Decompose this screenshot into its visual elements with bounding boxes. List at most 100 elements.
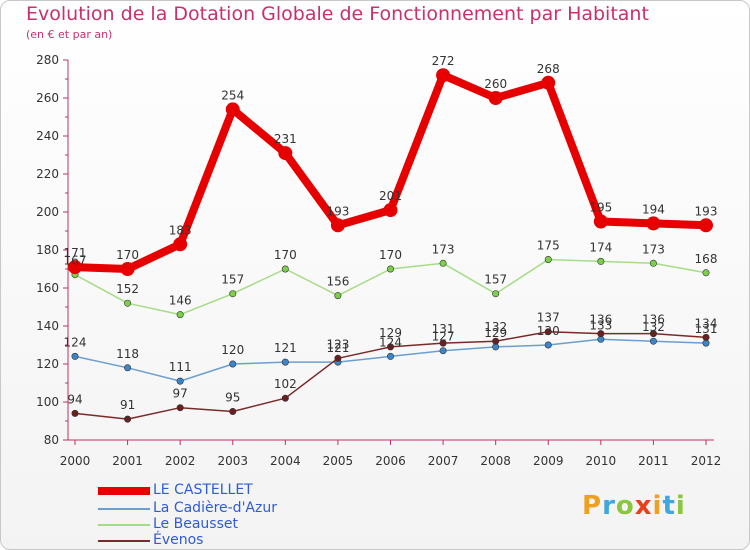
- data-point: [439, 347, 447, 355]
- data-point: [124, 415, 132, 423]
- data-label: 121: [274, 341, 297, 355]
- data-label: 102: [274, 377, 297, 391]
- y-tick-label: 80: [44, 433, 59, 447]
- logo-letter: i: [675, 491, 686, 521]
- data-label: 129: [379, 326, 402, 340]
- data-point: [173, 237, 188, 252]
- data-point: [176, 377, 184, 385]
- data-label: 120: [221, 343, 244, 357]
- data-point: [649, 330, 657, 338]
- x-tick-label: 2012: [691, 454, 722, 468]
- y-tick-label: 140: [36, 319, 59, 333]
- data-point: [176, 404, 184, 412]
- data-point: [334, 292, 342, 300]
- logo-letter: i: [652, 491, 663, 521]
- data-point: [229, 360, 237, 368]
- y-tick-label: 180: [36, 243, 59, 257]
- data-label: 123: [326, 337, 349, 351]
- data-label: 133: [589, 318, 612, 332]
- x-tick-label: 2005: [323, 454, 354, 468]
- legend-swatch: [98, 540, 150, 542]
- data-label: 193: [695, 204, 718, 218]
- data-label: 157: [484, 273, 507, 287]
- data-point: [492, 337, 500, 345]
- legend-swatch: [98, 487, 150, 495]
- data-point: [383, 203, 398, 218]
- data-label: 127: [432, 330, 455, 344]
- data-label: 254: [221, 88, 244, 102]
- legend-label: Le Beausset: [153, 516, 238, 532]
- y-tick-label: 240: [36, 129, 59, 143]
- logo-letter: o: [615, 491, 635, 521]
- x-tick-label: 2001: [112, 454, 143, 468]
- data-label: 124: [64, 335, 87, 349]
- legend-swatch: [98, 508, 150, 510]
- y-tick-label: 160: [36, 281, 59, 295]
- logo-letter: P: [582, 491, 603, 521]
- legend-label: La Cadière-d'Azur: [153, 500, 277, 516]
- x-tick-label: 2007: [428, 454, 459, 468]
- data-label: 129: [484, 326, 507, 340]
- data-label: 131: [695, 322, 718, 336]
- data-label: 173: [432, 242, 455, 256]
- data-label: 167: [64, 254, 87, 268]
- data-label: 183: [169, 223, 192, 237]
- data-point: [439, 339, 447, 347]
- y-tick-label: 200: [36, 205, 59, 219]
- x-tick-label: 2008: [480, 454, 511, 468]
- chart-title: Evolution de la Dotation Globale de Fonc…: [26, 3, 649, 25]
- data-point: [597, 330, 605, 338]
- data-label: 156: [326, 275, 349, 289]
- data-label: 91: [120, 398, 135, 412]
- data-point: [544, 328, 552, 336]
- data-label: 124: [379, 335, 402, 349]
- data-point: [229, 407, 237, 415]
- x-tick-label: 2003: [217, 454, 248, 468]
- x-tick-label: 2000: [60, 454, 91, 468]
- data-label: 175: [537, 239, 560, 253]
- x-tick-label: 2010: [586, 454, 617, 468]
- data-point: [330, 218, 345, 233]
- x-tick-label: 2009: [533, 454, 564, 468]
- data-point: [597, 257, 605, 265]
- data-label: 194: [642, 202, 665, 216]
- data-label: 118: [116, 347, 139, 361]
- data-point: [492, 290, 500, 298]
- data-label: 170: [274, 248, 297, 262]
- data-label: 134: [695, 316, 718, 330]
- data-point: [124, 299, 132, 307]
- data-label: 272: [432, 54, 455, 68]
- data-point: [593, 214, 608, 229]
- data-point: [71, 352, 79, 360]
- data-point: [436, 68, 451, 83]
- data-point: [702, 333, 710, 341]
- data-point: [278, 146, 293, 161]
- data-point: [699, 218, 713, 233]
- data-point: [124, 364, 132, 372]
- data-label: 170: [379, 248, 402, 262]
- y-tick-label: 220: [36, 167, 59, 181]
- data-label: 170: [116, 248, 139, 262]
- data-label: 260: [484, 77, 507, 91]
- data-label: 111: [169, 360, 192, 374]
- data-point: [229, 290, 237, 298]
- x-tick-label: 2011: [638, 454, 669, 468]
- legend-label: Évenos: [153, 532, 204, 548]
- data-point: [541, 75, 556, 90]
- data-label: 173: [642, 242, 665, 256]
- data-point: [386, 352, 394, 360]
- x-tick-label: 2004: [270, 454, 301, 468]
- data-point: [68, 260, 82, 275]
- data-label: 132: [642, 320, 665, 334]
- legend-swatch: [98, 524, 150, 526]
- data-label: 136: [642, 313, 665, 327]
- data-point: [439, 259, 447, 267]
- data-label: 131: [432, 322, 455, 336]
- data-point: [544, 341, 552, 349]
- logo-letter: x: [634, 491, 653, 521]
- y-tick-label: 280: [36, 53, 59, 67]
- data-label: 268: [537, 62, 560, 76]
- data-point: [544, 255, 552, 263]
- data-label: 171: [64, 246, 87, 260]
